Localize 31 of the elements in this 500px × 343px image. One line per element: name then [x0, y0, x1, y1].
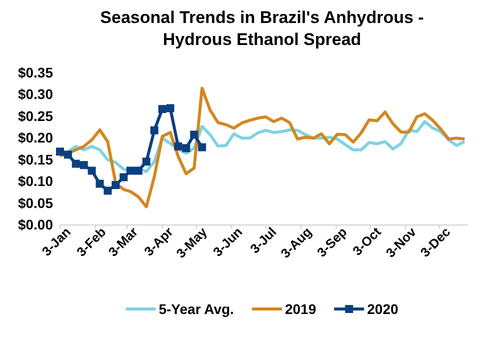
point — [134, 166, 142, 175]
y-tick-label: $0.35 — [18, 64, 54, 80]
point — [166, 104, 174, 112]
legend-label: 5-Year Avg. — [158, 300, 234, 317]
point — [120, 173, 128, 182]
legend-label: 2020 — [367, 300, 398, 317]
point — [150, 126, 158, 134]
point — [88, 166, 96, 175]
point — [56, 148, 64, 156]
y-tick-label: $0.15 — [18, 151, 54, 168]
y-tick-label: $0.05 — [18, 194, 54, 211]
point — [126, 166, 134, 175]
y-tick-label: $0.30 — [18, 86, 54, 102]
point — [72, 160, 80, 168]
point — [142, 158, 150, 166]
chart-title: Seasonal Trends in Brazil's Anhydrous - Hydrous Ethanol Spread — [100, 8, 424, 49]
point — [190, 130, 198, 139]
point — [104, 186, 112, 195]
legend-label: 2019 — [284, 300, 316, 317]
point — [174, 142, 182, 150]
y-tick-label: $0.00 — [18, 216, 54, 232]
point — [96, 180, 104, 188]
point — [182, 144, 190, 152]
y-tick-label: $0.10 — [18, 173, 54, 190]
point — [158, 105, 166, 114]
point — [80, 161, 88, 170]
point — [198, 143, 206, 152]
y-tick-label: $0.20 — [18, 130, 54, 146]
y-tick-label: $0.25 — [18, 108, 54, 124]
point — [112, 181, 120, 190]
point — [64, 150, 72, 159]
